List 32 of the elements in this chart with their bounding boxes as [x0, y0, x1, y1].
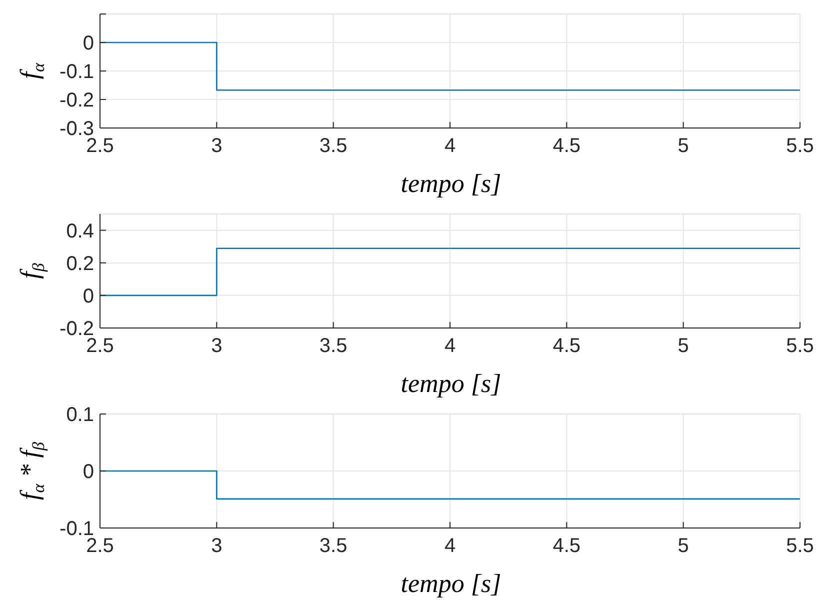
x-axis-title: tempo [s]	[400, 169, 502, 198]
y-tick-label: 0	[82, 32, 94, 55]
y-tick-label: 0.4	[66, 220, 94, 242]
x-tick-label: 4	[444, 335, 456, 358]
y-tick-label: -0.2	[60, 90, 94, 112]
x-tick-label: 4.5	[552, 135, 581, 158]
x-tick-label: 2.5	[86, 135, 114, 158]
x-tick-label: 5.5	[786, 535, 814, 558]
x-tick-label: 3.5	[319, 135, 348, 158]
x-axis-title: tempo [s]	[400, 369, 502, 398]
x-tick-label: 4.5	[552, 535, 581, 558]
y-tick-label: -0.1	[60, 61, 94, 84]
x-tick-label: 5	[678, 535, 689, 558]
y-tick-label: 0	[82, 286, 94, 308]
x-tick-label: 5.5	[786, 135, 814, 158]
x-tick-label: 5.5	[786, 335, 814, 358]
y-tick-label: 0.1	[66, 404, 94, 426]
x-tick-label: 4.5	[552, 335, 581, 358]
x-tick-label: 4	[444, 135, 456, 158]
x-tick-label: 3.5	[319, 535, 348, 558]
x-tick-label: 2.5	[86, 335, 114, 358]
x-tick-label: 5	[678, 335, 689, 358]
x-tick-label: 2.5	[86, 535, 114, 558]
x-tick-label: 3	[211, 135, 222, 158]
x-tick-label: 3	[211, 335, 222, 358]
y-tick-label: 0.2	[66, 252, 94, 275]
x-tick-label: 5	[678, 135, 689, 158]
x-tick-label: 3.5	[319, 335, 348, 358]
x-axis-title: tempo [s]	[400, 569, 502, 598]
x-tick-label: 4	[444, 535, 456, 558]
y-tick-label: 0	[82, 461, 94, 484]
x-tick-label: 3	[211, 535, 222, 558]
